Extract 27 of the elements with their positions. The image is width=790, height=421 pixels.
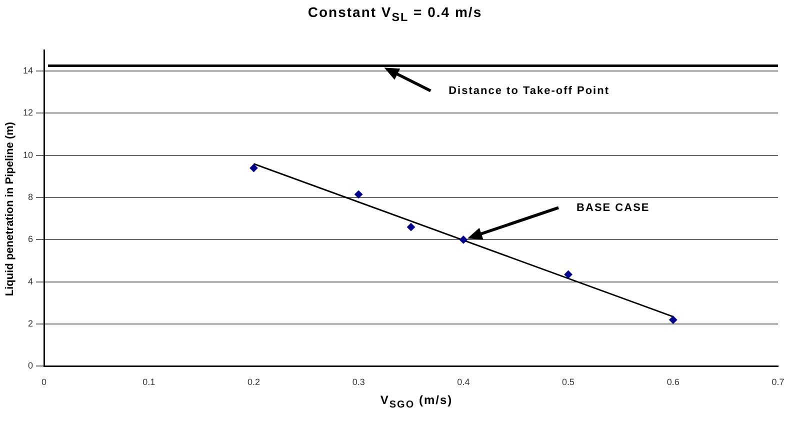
x-axis-title: V$_{SGO}$ (m/s) bbox=[379, 393, 454, 410]
annotation: Distance to Take-off Point bbox=[448, 84, 610, 97]
x-tick-label: 0.1 bbox=[142, 377, 156, 388]
y-tick-label: 6 bbox=[28, 234, 34, 244]
y-tick-label: 14 bbox=[22, 66, 34, 76]
x-tick-label: 0.6 bbox=[666, 377, 680, 388]
point bbox=[354, 190, 363, 198]
y-tick-label: 12 bbox=[22, 108, 34, 118]
point bbox=[669, 316, 678, 324]
y-axis-title: Liquid penetration in Pipeline (m) bbox=[4, 120, 16, 298]
point bbox=[564, 270, 572, 278]
x-tick-label: 0 bbox=[42, 377, 47, 388]
y-tick-label: 8 bbox=[28, 192, 34, 202]
chart-title: Constant V$_{SL}$ = 0.4 m/s bbox=[306, 4, 484, 24]
x-tick-label: 0.2 bbox=[247, 377, 260, 388]
x-tick-label: 0.3 bbox=[352, 377, 365, 388]
point bbox=[459, 236, 468, 244]
y-tick-label: 10 bbox=[22, 150, 34, 160]
x-tick-label: 0.5 bbox=[562, 377, 575, 388]
annotation: BASE CASE bbox=[576, 202, 650, 214]
y-tick-label: 2 bbox=[28, 318, 34, 329]
x-tick-label: 0.7 bbox=[772, 377, 784, 388]
point bbox=[250, 164, 258, 172]
y-tick-label: 0 bbox=[28, 360, 34, 371]
y-tick-label: 4 bbox=[28, 276, 34, 286]
point bbox=[407, 223, 416, 232]
x-tick-label: 0.4 bbox=[457, 377, 470, 388]
